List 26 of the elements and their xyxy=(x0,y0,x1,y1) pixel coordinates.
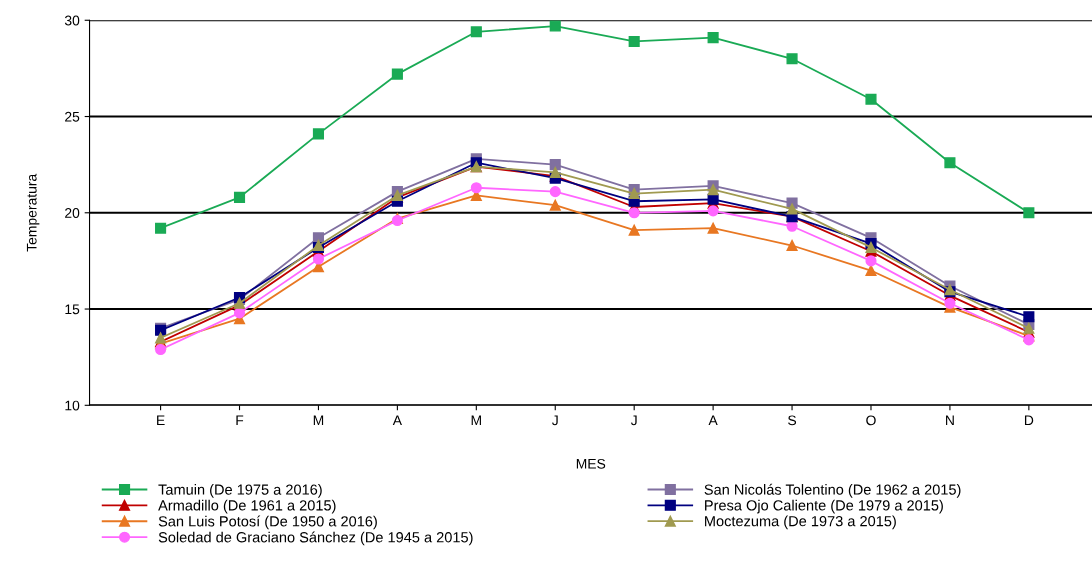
y-tick-label: 15 xyxy=(65,304,80,315)
legend-label: San Luis Potosí (De 1950 a 2016) xyxy=(158,515,377,530)
x-axis-title: MES xyxy=(576,458,606,469)
x-tick-label: J xyxy=(552,415,558,426)
y-tick-label: 30 xyxy=(64,15,80,26)
x-tick-label: D xyxy=(1024,415,1034,426)
x-tick-label: O xyxy=(866,415,876,426)
x-tick-label: J xyxy=(630,415,637,426)
x-tick-label: F xyxy=(236,415,244,426)
x-tick-label: N xyxy=(946,415,954,426)
y-tick-label: 10 xyxy=(65,400,80,411)
legend-label: Tamuin (De 1975 a 2016) xyxy=(158,484,322,498)
y-axis-title: Temperatura xyxy=(26,173,40,252)
x-tick-label: A xyxy=(708,415,718,426)
legend-label: Soledad de Graciano Sánchez (De 1945 a 2015) xyxy=(158,531,473,546)
y-tick-label: 25 xyxy=(65,111,80,122)
x-tick-label: E xyxy=(157,415,165,426)
x-tick-label: A xyxy=(392,415,402,426)
x-tick-label: M xyxy=(471,415,481,426)
x-tick-label: M xyxy=(313,415,324,426)
y-tick-label: 20 xyxy=(65,208,80,218)
legend-label: San Nicolás Tolentino (De 1962 a 2015) xyxy=(704,483,961,498)
x-tick-label: S xyxy=(788,415,797,426)
legend-label: Moctezuma (De 1973 a 2015) xyxy=(705,515,896,530)
legend-label: Presa Ojo Caliente (De 1979 a 2015) xyxy=(705,499,943,514)
legend-label: Armadillo (De 1961 a 2015) xyxy=(158,499,336,514)
